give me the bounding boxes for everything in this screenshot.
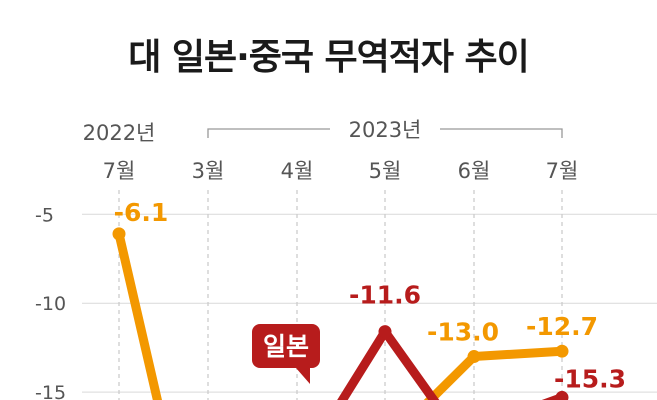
legend-callout-pointer <box>296 368 310 384</box>
series-line-orange-a <box>114 229 162 400</box>
year-label-2022: 2022년 <box>83 121 156 145</box>
year-bracket-left <box>207 128 330 138</box>
data-point-orange-4 <box>467 350 481 364</box>
data-label-orange-0: -6.1 <box>114 198 169 227</box>
data-point-red-5 <box>555 390 569 400</box>
year-label-2023: 2023년 <box>349 118 422 142</box>
x-tick-label: 6월 <box>458 159 491 183</box>
y-tick-label: -10 <box>35 293 66 315</box>
chart-title: 대 일본·중국 무역적자 추이 <box>128 37 530 78</box>
x-tick-label: 5월 <box>369 159 402 183</box>
y-tick-label: -15 <box>35 382 66 400</box>
x-tick-label: 4월 <box>281 159 314 183</box>
legend-callout-box <box>252 324 320 368</box>
data-point-orange-5 <box>555 344 569 358</box>
data-label-red-3: -11.6 <box>349 281 421 310</box>
data-point-orange-0 <box>112 227 126 241</box>
x-tick-label: 3월 <box>192 159 225 183</box>
data-point-red-3 <box>378 325 392 339</box>
data-label-orange-5: -12.7 <box>526 312 598 341</box>
y-tick-label: -5 <box>35 204 54 226</box>
x-tick-label: 7월 <box>103 159 136 183</box>
x-tick-label: 7월 <box>546 159 579 183</box>
year-bracket-right <box>440 128 563 138</box>
legend-callout-japan: 일본 <box>252 324 320 384</box>
data-label-red-5: -15.3 <box>554 364 626 393</box>
legend-callout-text: 일본 <box>263 332 309 361</box>
data-label-orange-4: -13.0 <box>427 318 499 347</box>
